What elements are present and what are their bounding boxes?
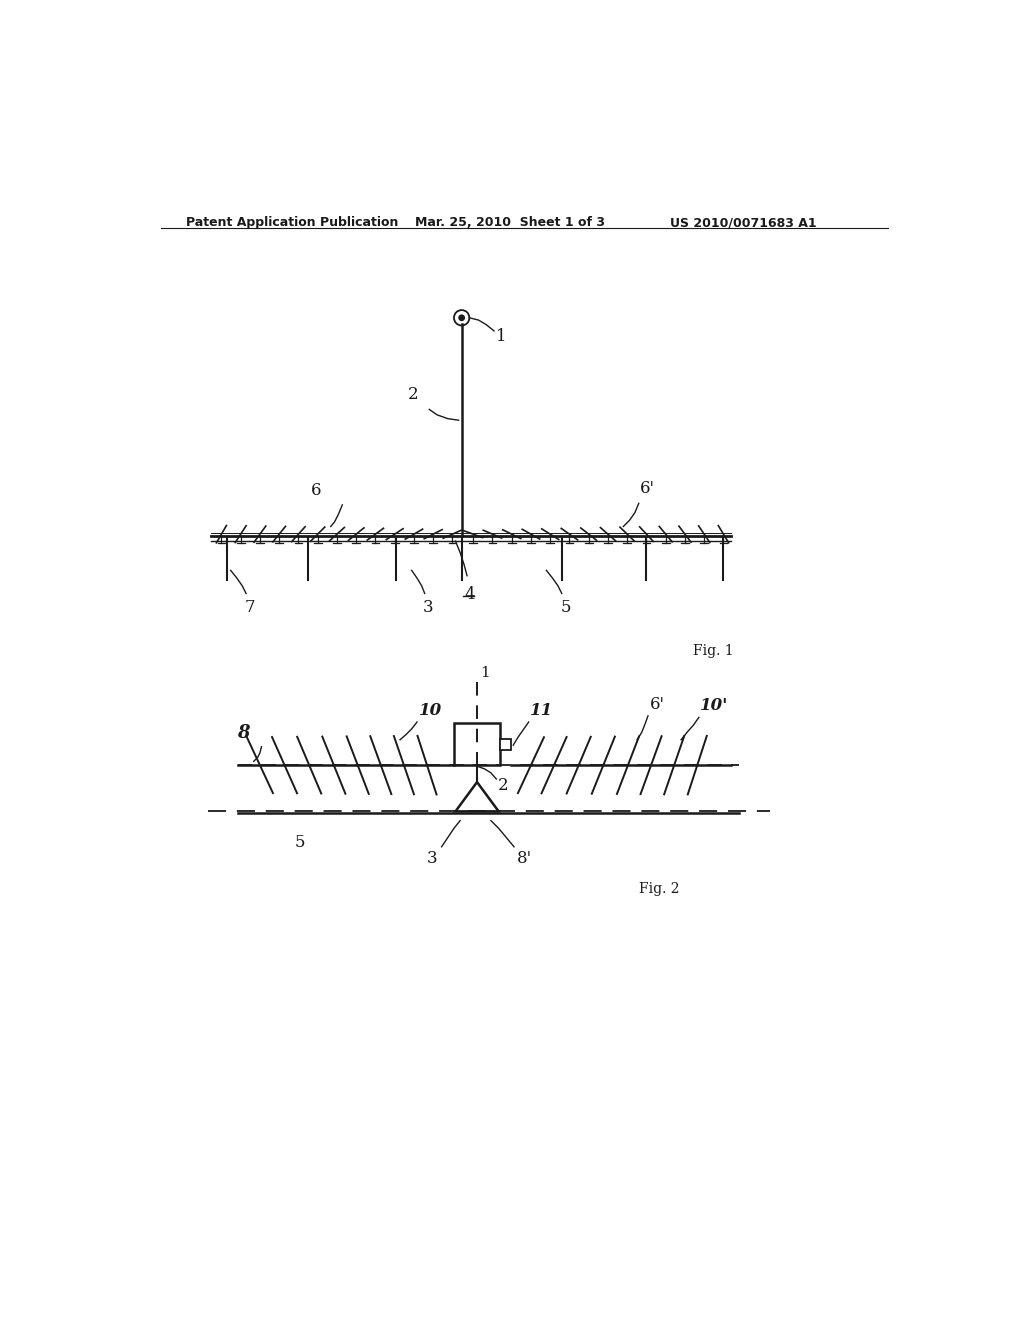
Text: 4: 4 (464, 586, 474, 603)
Text: Fig. 2: Fig. 2 (639, 882, 679, 896)
Text: 8: 8 (238, 725, 250, 742)
Text: 8': 8' (517, 850, 532, 867)
Text: Mar. 25, 2010  Sheet 1 of 3: Mar. 25, 2010 Sheet 1 of 3 (416, 216, 605, 230)
Text: US 2010/0071683 A1: US 2010/0071683 A1 (670, 216, 816, 230)
Text: 6: 6 (311, 482, 322, 499)
Circle shape (459, 315, 464, 321)
Text: 10: 10 (419, 702, 441, 719)
Bar (500, 739, 511, 750)
Text: 11: 11 (530, 702, 553, 719)
Text: 10': 10' (700, 697, 729, 714)
Text: 1: 1 (496, 327, 506, 345)
Text: 3: 3 (423, 599, 434, 616)
Text: 5: 5 (295, 834, 305, 851)
Text: 6': 6' (649, 696, 665, 713)
Text: 3: 3 (426, 850, 437, 867)
Text: 1: 1 (480, 667, 489, 681)
Polygon shape (456, 781, 499, 812)
Text: 5: 5 (560, 599, 570, 616)
Bar (454, 723, 500, 766)
Text: 2: 2 (408, 387, 419, 404)
Text: Patent Application Publication: Patent Application Publication (186, 216, 398, 230)
Text: 2: 2 (498, 777, 509, 795)
Text: 6': 6' (640, 480, 655, 498)
Text: Fig. 1: Fig. 1 (692, 644, 733, 657)
Text: 7: 7 (245, 599, 255, 616)
